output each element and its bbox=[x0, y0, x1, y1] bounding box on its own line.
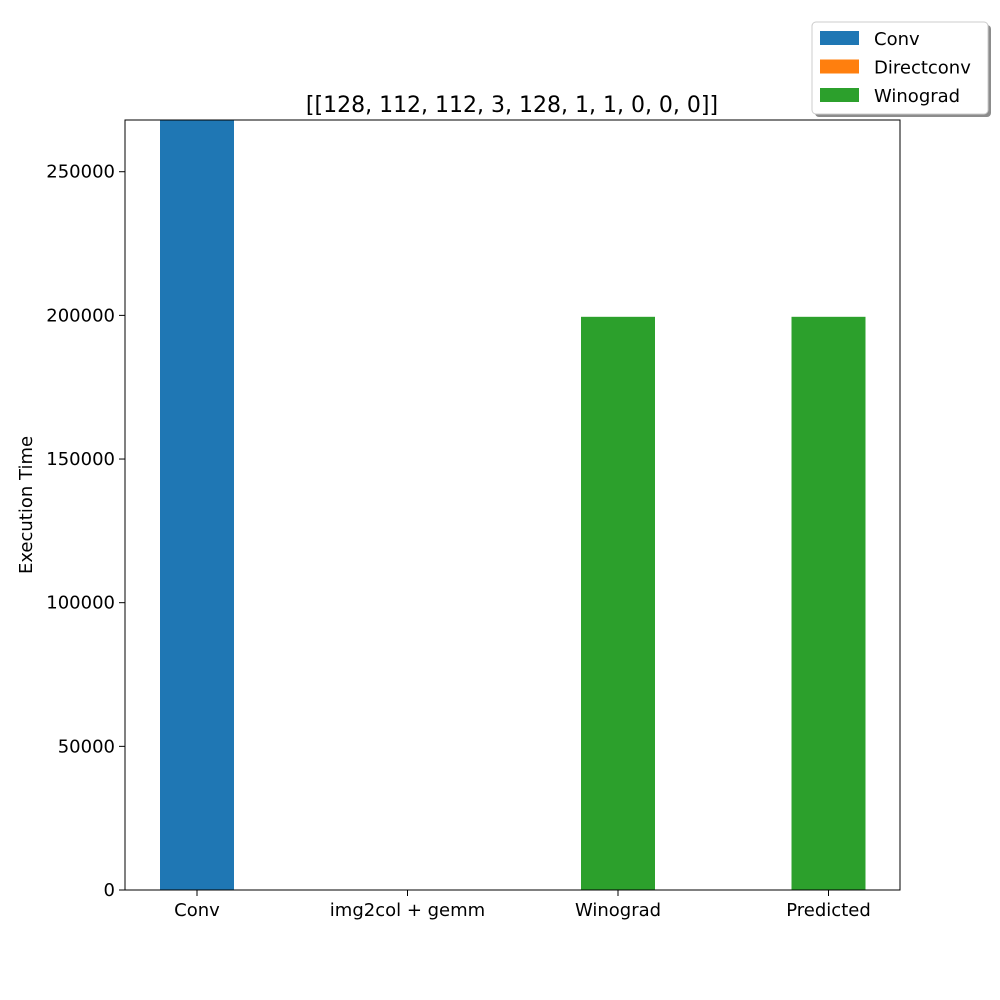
y-tick-label: 250000 bbox=[46, 162, 115, 183]
legend: Conv Directconv Winograd bbox=[811, 21, 991, 117]
legend-label: Conv bbox=[874, 29, 920, 50]
y-axis: 0 50000 100000 150000 200000 250000 bbox=[46, 162, 125, 901]
x-tick-label: Predicted bbox=[786, 900, 871, 921]
plot-frame bbox=[124, 119, 901, 891]
legend-items: Conv Directconv Winograd bbox=[820, 29, 971, 107]
y-tick-label: 200000 bbox=[46, 305, 115, 326]
legend-swatch bbox=[820, 59, 859, 74]
bars-layer bbox=[160, 120, 866, 890]
x-tick-label: img2col + gemm bbox=[330, 900, 485, 921]
y-tick-label: 100000 bbox=[46, 593, 115, 614]
legend-label: Directconv bbox=[874, 58, 971, 79]
y-tick-label: 150000 bbox=[46, 449, 115, 470]
y-tick-label: 50000 bbox=[58, 736, 115, 757]
chart-title: [[128, 112, 112, 3, 128, 1, 1, 0, 0, 0]] bbox=[306, 93, 718, 118]
bar-conv bbox=[160, 120, 234, 890]
bar-predicted bbox=[791, 316, 866, 890]
x-tick-label: Conv bbox=[174, 900, 220, 921]
legend-swatch bbox=[820, 88, 859, 102]
x-axis: Conv img2col + gemm Winograd Predicted bbox=[174, 890, 871, 921]
legend-label: Winograd bbox=[874, 86, 960, 107]
legend-swatch bbox=[820, 31, 859, 45]
bar-winograd bbox=[581, 316, 655, 890]
y-axis-title: Execution Time bbox=[16, 436, 37, 574]
y-tick-label: 0 bbox=[104, 880, 115, 901]
x-tick-label: Winograd bbox=[575, 900, 661, 921]
